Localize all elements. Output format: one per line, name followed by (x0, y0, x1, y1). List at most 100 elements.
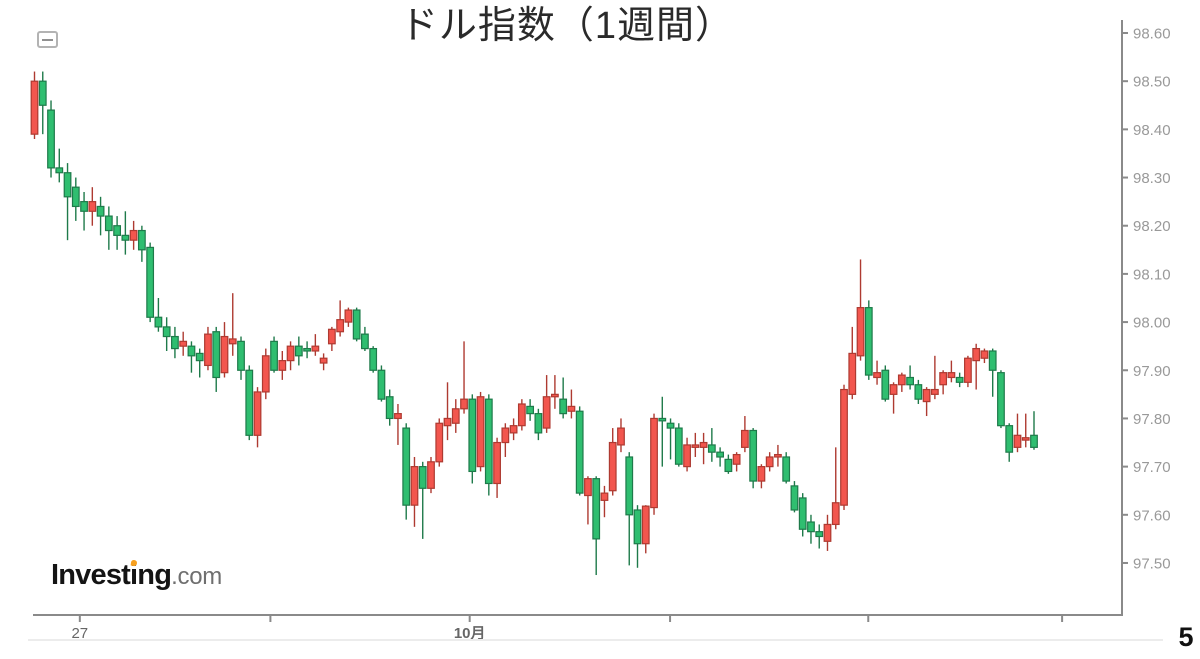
candle-down (906, 365, 914, 390)
candle-down (303, 341, 311, 359)
candle-down (55, 148, 64, 183)
candle-body (476, 396, 485, 468)
y-axis-label: 98.60 (1133, 26, 1171, 43)
candle-down (674, 423, 683, 467)
candle-down (195, 348, 204, 378)
candle-up (551, 375, 559, 409)
candle-up (129, 220, 138, 250)
candle-body (584, 478, 592, 497)
candle-up (641, 505, 650, 554)
candle-down (559, 377, 568, 419)
candle-body (427, 461, 435, 489)
candle-body (625, 456, 634, 516)
candle-up (584, 476, 592, 525)
collapse-chart-button[interactable] (37, 31, 58, 48)
candle-up (443, 382, 452, 441)
candle-up (732, 452, 741, 472)
candle-up (88, 187, 97, 226)
candle-up (947, 360, 956, 383)
candle-up (501, 423, 510, 457)
candle-up (517, 399, 526, 431)
candle-body (220, 335, 229, 374)
candle-up (823, 514, 832, 551)
candle-body (897, 374, 906, 386)
y-axis-label: 97.80 (1133, 411, 1171, 428)
candle-up (427, 456, 435, 494)
candle-body (724, 458, 733, 473)
candle-body (137, 229, 146, 251)
x-axis-label: 27 (71, 625, 88, 642)
candle-down (212, 326, 221, 392)
candle-up (848, 326, 857, 400)
candle-down (418, 461, 427, 539)
candle-body (484, 398, 493, 485)
candle-body (964, 357, 972, 383)
axis-frame (33, 20, 1123, 616)
y-axis-label: 98.30 (1133, 170, 1171, 187)
candle-body (394, 413, 402, 420)
candle-down (38, 71, 47, 135)
candle-down (625, 452, 634, 566)
chart-title: ドル指数（1週間） (399, 5, 735, 47)
candle-body (774, 453, 782, 458)
candle-up (683, 437, 691, 472)
candle-up (856, 259, 865, 361)
candle-body (261, 355, 270, 393)
candle-down (658, 396, 667, 467)
candle-body (204, 333, 212, 367)
candle-body (922, 388, 931, 403)
candle-down (113, 216, 122, 250)
candle-up (617, 418, 625, 453)
candle-down (815, 524, 824, 549)
candle-body (864, 307, 873, 376)
candle-down (526, 399, 535, 421)
candle-body (509, 425, 518, 434)
candle-up (493, 437, 501, 498)
candle-down (171, 326, 179, 359)
candle-body (162, 326, 171, 338)
candle-down (154, 297, 163, 332)
candle-body (674, 427, 683, 465)
candle-up (889, 382, 898, 414)
candle-body (361, 333, 369, 350)
candle-body (468, 398, 477, 473)
candle-body (831, 502, 840, 526)
candle-up (840, 384, 848, 510)
candle-body (575, 410, 584, 494)
candle-up (435, 418, 444, 467)
candle-body (815, 531, 824, 538)
investing-logo: Investing.com (51, 559, 222, 592)
minus-icon (42, 38, 53, 41)
candle-body (154, 316, 163, 328)
candle-up (1021, 413, 1030, 448)
candle-up (873, 360, 881, 385)
candle-body (187, 345, 196, 357)
investing-wordmark: Investing (51, 559, 172, 591)
candle-down (270, 336, 278, 373)
candle-body (311, 345, 320, 352)
candle-down (294, 336, 303, 366)
candle-body (749, 429, 758, 482)
candle-up (460, 341, 468, 414)
candle-up (600, 485, 609, 518)
y-axis-label: 98.40 (1133, 122, 1171, 139)
candle-body (294, 345, 303, 357)
candle-body (171, 335, 179, 350)
candle-body (856, 307, 865, 357)
candle-body (716, 451, 725, 458)
candle-body (88, 201, 97, 212)
candle-up (608, 428, 617, 496)
y-axis-label: 97.90 (1133, 363, 1171, 380)
candle-body (592, 478, 601, 540)
candle-up (740, 416, 749, 453)
candle-down (881, 365, 890, 402)
candle-body (113, 225, 122, 236)
candle-down (1005, 423, 1014, 462)
candle-down (534, 408, 543, 441)
candle-body (55, 167, 64, 174)
candle-body (517, 403, 526, 427)
candle-down (402, 423, 411, 520)
candle-body (823, 523, 832, 542)
candle-body (889, 384, 898, 395)
